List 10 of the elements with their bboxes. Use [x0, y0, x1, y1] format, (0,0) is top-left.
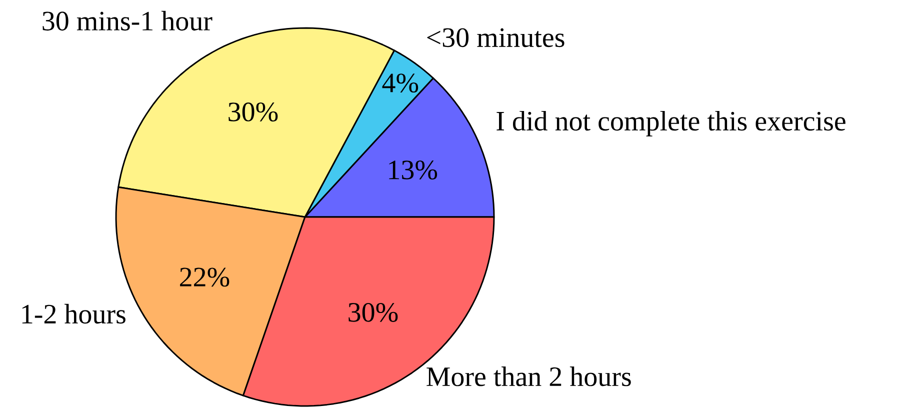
- slice-label: More than 2 hours: [426, 366, 631, 386]
- data-label: 13%: [389, 160, 438, 180]
- slice-label: 30 mins-1 hour: [42, 10, 212, 31]
- data-label: 30%: [348, 302, 398, 322]
- slice-label: I did not complete this exercise: [496, 110, 846, 136]
- slice-label: <30 minutes: [427, 28, 564, 48]
- data-label: 30%: [228, 102, 278, 122]
- data-label: 4%: [382, 74, 418, 93]
- slice-label: 1-2 hours: [22, 304, 126, 324]
- data-label: 22%: [180, 268, 230, 287]
